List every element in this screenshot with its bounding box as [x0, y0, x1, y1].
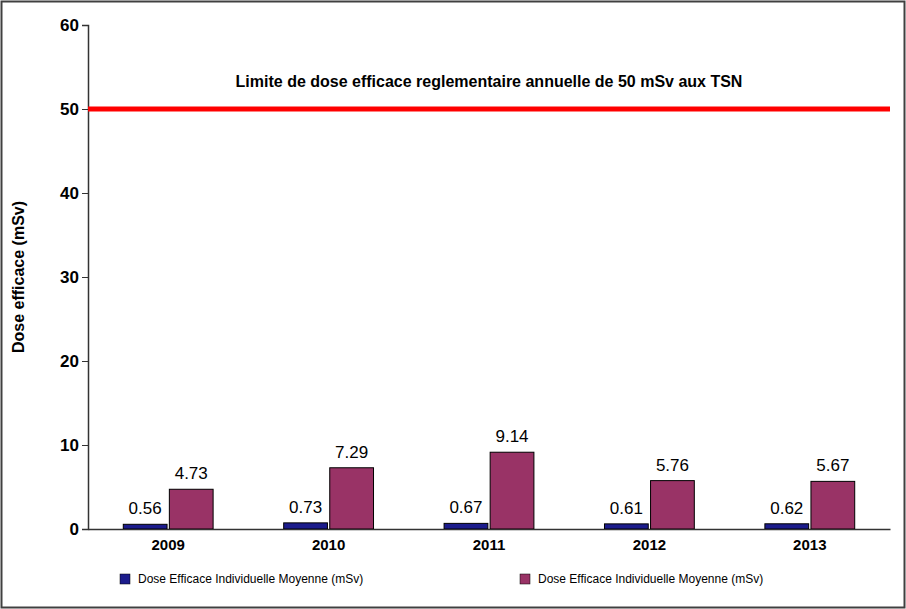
y-tick: 50 — [60, 100, 88, 119]
texts: Limite de dose efficace reglementaire an… — [129, 73, 850, 518]
legend-label: Dose Efficace Individuelle Moyenne (mSv) — [538, 572, 763, 586]
x-tick: 2009 — [152, 529, 185, 553]
x-tick-label: 2012 — [633, 536, 666, 553]
y-tick: 30 — [60, 268, 88, 287]
data-label: 7.29 — [335, 443, 368, 462]
bar — [284, 523, 328, 529]
y-tick: 40 — [60, 184, 88, 203]
data-label: 4.73 — [175, 464, 208, 483]
legend: Dose Efficace Individuelle Moyenne (mSv)… — [120, 572, 763, 586]
bar — [651, 481, 695, 529]
y-axis: 0 10 20 30 40 50 60 — [60, 16, 88, 539]
data-label: 0.56 — [129, 499, 162, 518]
y-tick-mark — [82, 109, 88, 110]
reference-label: Limite de dose efficace reglementaire an… — [236, 73, 743, 90]
bar — [123, 524, 167, 529]
y-tick: 10 — [60, 436, 88, 455]
y-tick-mark — [82, 277, 88, 278]
x-tick-label: 2011 — [473, 536, 506, 553]
legend-swatch — [520, 574, 530, 584]
x-tick: 2013 — [793, 529, 826, 553]
chart: 0 10 20 30 40 50 60 2009 2010 2011 2012 2013 Limite … — [0, 0, 906, 609]
y-tick: 20 — [60, 352, 88, 371]
bar — [330, 468, 374, 529]
bar — [765, 524, 809, 529]
x-tick: 2011 — [473, 529, 506, 553]
y-tick-label: 20 — [60, 352, 79, 371]
y-tick-label: 0 — [70, 520, 79, 539]
data-label: 9.14 — [495, 427, 528, 446]
x-tick-label: 2009 — [152, 536, 185, 553]
bar — [444, 523, 488, 529]
y-tick: 0 — [70, 520, 88, 539]
y-tick-label: 30 — [60, 268, 79, 287]
bar — [811, 481, 855, 529]
reference-line — [88, 107, 890, 112]
y-axis-line — [82, 26, 89, 530]
data-label: 5.67 — [816, 456, 849, 475]
y-tick-label: 10 — [60, 436, 79, 455]
x-tick-label: 2010 — [312, 536, 345, 553]
legend-label: Dose Efficace Individuelle Moyenne (mSv) — [138, 572, 363, 586]
plot: 0 10 20 30 40 50 60 2009 2010 2011 2012 2013 Limite … — [60, 16, 890, 553]
y-axis-title: Dose efficace (mSv) — [10, 201, 27, 353]
y-tick-mark — [82, 445, 88, 446]
bar — [490, 452, 534, 529]
bar — [604, 524, 648, 529]
legend-entry: Dose Efficace Individuelle Moyenne (mSv) — [520, 572, 763, 586]
legend-entry: Dose Efficace Individuelle Moyenne (mSv) — [120, 572, 363, 586]
data-label: 5.76 — [656, 456, 689, 475]
y-tick-mark — [82, 25, 88, 26]
y-tick-label: 40 — [60, 184, 79, 203]
x-tick: 2010 — [312, 529, 345, 553]
y-tick: 60 — [60, 16, 88, 35]
x-tick-label: 2013 — [793, 536, 826, 553]
x-axis: 2009 2010 2011 2012 2013 — [89, 529, 891, 553]
y-tick-mark — [82, 193, 88, 194]
legend-swatch — [120, 574, 130, 584]
y-tick-mark — [82, 361, 88, 362]
y-tick-label: 50 — [60, 100, 79, 119]
data-label: 0.61 — [610, 499, 643, 518]
marks — [88, 109, 890, 529]
data-label: 0.73 — [289, 498, 322, 517]
y-tick-mark — [82, 529, 88, 530]
bar — [169, 489, 213, 529]
frame — [2, 2, 905, 608]
data-label: 0.62 — [770, 499, 803, 518]
data-label: 0.67 — [449, 498, 482, 517]
x-tick: 2012 — [633, 529, 666, 553]
y-tick-label: 60 — [60, 16, 79, 35]
